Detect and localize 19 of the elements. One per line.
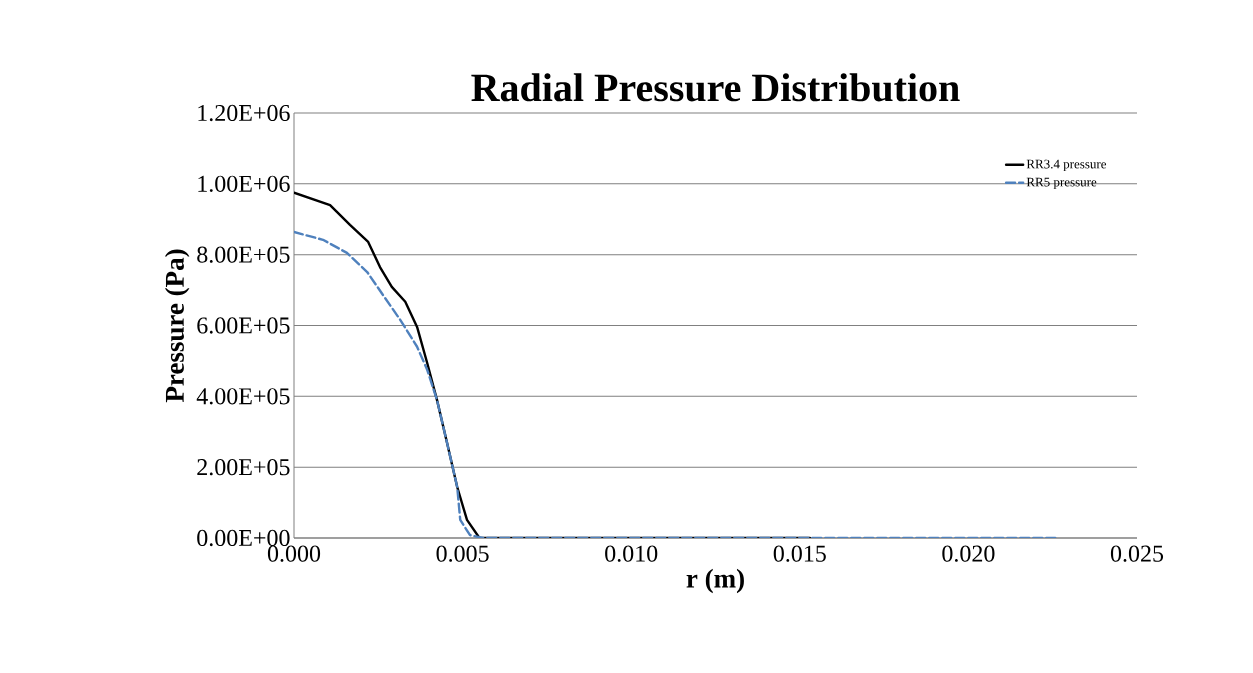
x-tick-label: 0.020 xyxy=(942,545,995,562)
y-tick-label: 4.00E+05 xyxy=(196,388,290,405)
legend-label: RR5 pressure xyxy=(1026,177,1097,190)
x-tick-label: 0.015 xyxy=(773,545,826,562)
legend-label: RR3.4 pressure xyxy=(1026,159,1107,172)
x-tick-label: 0.025 xyxy=(1110,545,1164,562)
y-tick-label: 8.00E+05 xyxy=(197,246,290,263)
x-axis-title: r (m) xyxy=(686,568,744,594)
line-series xyxy=(294,230,1058,538)
x-tick-label: 0.010 xyxy=(605,545,658,562)
y-tick-label: 6.00E+05 xyxy=(197,317,290,334)
x-tick-label: 0.000 xyxy=(267,545,321,562)
y-tick-label: 1.00E+06 xyxy=(198,175,290,192)
y-axis-title: Pressure (Pa) xyxy=(164,249,190,403)
y-tick-label: 2.00E+05 xyxy=(197,459,290,476)
x-tick-label: 0.005 xyxy=(436,545,489,562)
chart-title: Radial Pressure Distribution xyxy=(471,73,960,102)
y-tick-label: 0.00E+00 xyxy=(197,529,290,547)
y-tick-label: 1.20E+06 xyxy=(198,104,290,122)
